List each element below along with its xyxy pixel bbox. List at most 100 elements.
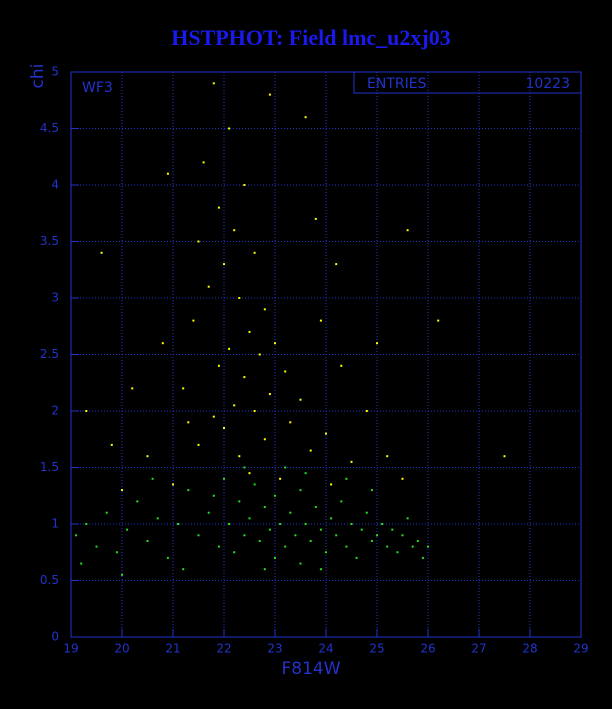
point xyxy=(325,432,327,435)
point xyxy=(75,534,78,537)
point xyxy=(299,562,302,565)
point xyxy=(401,477,404,480)
y-tick-label: 5 xyxy=(51,65,59,79)
point xyxy=(370,489,373,492)
point xyxy=(279,477,282,480)
x-tick-label: 20 xyxy=(114,642,129,656)
point xyxy=(146,455,149,458)
point xyxy=(268,528,271,531)
point xyxy=(253,251,256,254)
point xyxy=(156,517,159,520)
point xyxy=(299,398,302,401)
point xyxy=(207,285,210,288)
point xyxy=(386,545,389,548)
point xyxy=(253,483,256,486)
point xyxy=(85,523,88,525)
point xyxy=(217,545,220,548)
point xyxy=(166,172,169,175)
point xyxy=(335,534,338,537)
x-tick-label: 19 xyxy=(63,642,78,656)
point xyxy=(121,489,123,492)
point xyxy=(376,342,378,345)
point xyxy=(243,376,246,379)
point xyxy=(238,297,241,299)
point xyxy=(304,116,307,119)
x-tick-label: 29 xyxy=(573,642,588,656)
point xyxy=(197,240,200,243)
point xyxy=(243,184,246,186)
point xyxy=(294,534,297,537)
point xyxy=(437,319,440,322)
x-axis-label: F814W xyxy=(281,659,340,679)
point xyxy=(365,511,368,514)
point xyxy=(253,410,256,412)
point xyxy=(365,410,368,412)
point xyxy=(314,217,317,220)
point xyxy=(212,82,215,85)
point xyxy=(503,455,506,458)
point xyxy=(411,545,414,548)
stats-label: ENTRIES xyxy=(367,76,427,92)
x-tick-label: 25 xyxy=(369,642,384,656)
point xyxy=(217,206,220,209)
point xyxy=(131,387,134,390)
point xyxy=(95,545,98,548)
point xyxy=(243,466,246,469)
point xyxy=(223,477,225,480)
point xyxy=(427,545,429,548)
point xyxy=(248,472,251,475)
point xyxy=(80,562,83,565)
y-axis-label: chi xyxy=(28,64,48,89)
point xyxy=(350,523,353,525)
point xyxy=(376,534,378,537)
point xyxy=(243,534,246,537)
point xyxy=(406,517,409,520)
point xyxy=(238,455,241,458)
point xyxy=(197,534,200,537)
point xyxy=(391,528,394,531)
point xyxy=(228,127,231,130)
point xyxy=(126,528,129,531)
point xyxy=(309,539,312,542)
point xyxy=(268,93,271,96)
point xyxy=(248,517,251,520)
point xyxy=(182,387,185,390)
point xyxy=(304,472,307,475)
point xyxy=(284,545,287,548)
y-tick-label: 2 xyxy=(51,404,59,418)
point xyxy=(105,511,108,514)
stats-value: 10223 xyxy=(525,76,570,92)
point xyxy=(136,500,139,503)
point xyxy=(289,511,292,514)
annotation: WF3 xyxy=(82,80,113,96)
point xyxy=(187,421,190,424)
point xyxy=(274,556,276,559)
point xyxy=(416,539,419,542)
point xyxy=(268,393,271,396)
point xyxy=(279,523,282,525)
point xyxy=(115,551,118,554)
point xyxy=(172,483,174,486)
point xyxy=(223,426,225,429)
point xyxy=(233,551,236,554)
point xyxy=(274,494,276,497)
point xyxy=(202,161,205,164)
point xyxy=(223,263,225,266)
point xyxy=(314,506,317,509)
point xyxy=(381,523,384,525)
stats-box xyxy=(353,71,582,94)
point xyxy=(263,438,266,441)
point xyxy=(192,319,195,322)
point xyxy=(284,370,287,373)
chart-title: HSTPHOT: Field lmc_u2xj03 xyxy=(171,25,450,50)
point xyxy=(406,229,409,232)
point xyxy=(421,556,424,559)
point xyxy=(299,489,302,492)
point xyxy=(345,545,348,548)
plot-frame xyxy=(70,71,582,638)
x-tick-label: 28 xyxy=(522,642,537,656)
point xyxy=(304,523,307,525)
point xyxy=(325,551,327,554)
point xyxy=(182,568,185,571)
point xyxy=(370,539,373,542)
